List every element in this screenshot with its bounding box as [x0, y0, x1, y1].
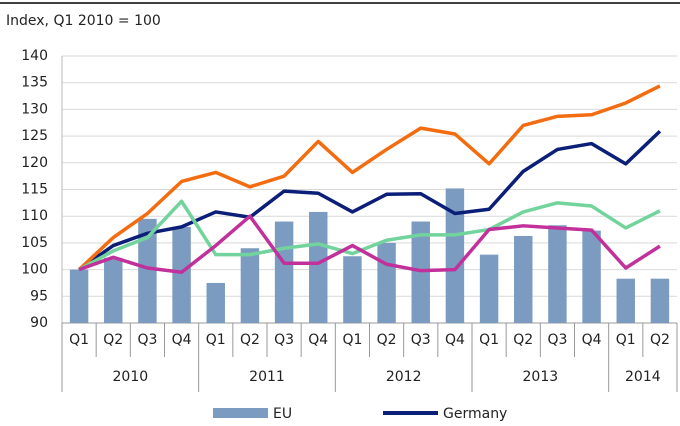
legend-label: EU	[273, 406, 292, 422]
line	[78, 214, 661, 275]
x-tick-label: Q1	[342, 332, 362, 348]
x-tick-label: Q2	[650, 332, 670, 348]
x-tick-label: Q1	[206, 332, 226, 348]
y-tick-label: 135	[21, 75, 48, 91]
bar	[479, 254, 499, 323]
x-tick-label: Q3	[137, 332, 157, 348]
line	[78, 199, 661, 272]
x-tick-label: Q1	[616, 332, 636, 348]
x-group-label: 2011	[249, 369, 285, 385]
bar	[206, 282, 225, 323]
y-tick-label: 115	[21, 182, 48, 198]
bar	[582, 230, 601, 323]
y-tick-label: 100	[21, 262, 48, 278]
bar	[138, 218, 157, 323]
x-group-label: 2014	[625, 369, 661, 385]
x-tick-label: Q3	[547, 332, 567, 348]
bar	[377, 242, 396, 323]
x-tick-label: Q4	[172, 332, 192, 348]
bar	[240, 248, 260, 323]
bar	[616, 278, 635, 323]
x-tick-label: Q2	[513, 332, 533, 348]
y-tick-label: 120	[21, 155, 48, 171]
x-group-label: 2010	[113, 369, 149, 385]
bar	[69, 269, 89, 323]
bar	[104, 257, 123, 323]
y-tick-label: 125	[21, 128, 48, 144]
x-tick-label: Q1	[479, 332, 499, 348]
y-tick-label: 95	[30, 288, 48, 304]
x-tick-label: Q2	[377, 332, 397, 348]
bar	[343, 256, 362, 323]
line	[78, 130, 662, 272]
line	[77, 84, 661, 271]
y-tick-label: 130	[21, 101, 48, 117]
y-tick-label: 140	[21, 48, 48, 64]
bar	[514, 235, 533, 323]
x-tick-label: Q4	[582, 332, 602, 348]
x-tick-label: Q4	[308, 332, 328, 348]
bar	[548, 225, 567, 323]
x-tick-label: Q4	[445, 332, 465, 348]
x-tick-label: Q2	[240, 332, 260, 348]
bar	[274, 221, 294, 323]
y-tick-label: 110	[21, 208, 48, 224]
y-tick-label: 105	[21, 235, 48, 251]
x-group-label: 2013	[523, 369, 559, 385]
bar	[172, 226, 191, 323]
y-tick-label: 90	[30, 315, 48, 331]
legend-swatch	[213, 408, 268, 418]
bar	[445, 188, 465, 323]
x-tick-label: Q2	[103, 332, 123, 348]
x-group-label: 2012	[386, 369, 422, 385]
x-tick-label: Q1	[69, 332, 89, 348]
bar	[309, 211, 328, 323]
chart-subtitle: Index, Q1 2010 = 100	[6, 13, 161, 29]
legend-label: Germany	[443, 406, 507, 422]
x-tick-label: Q3	[411, 332, 431, 348]
bar	[650, 278, 670, 323]
x-tick-label: Q3	[274, 332, 294, 348]
